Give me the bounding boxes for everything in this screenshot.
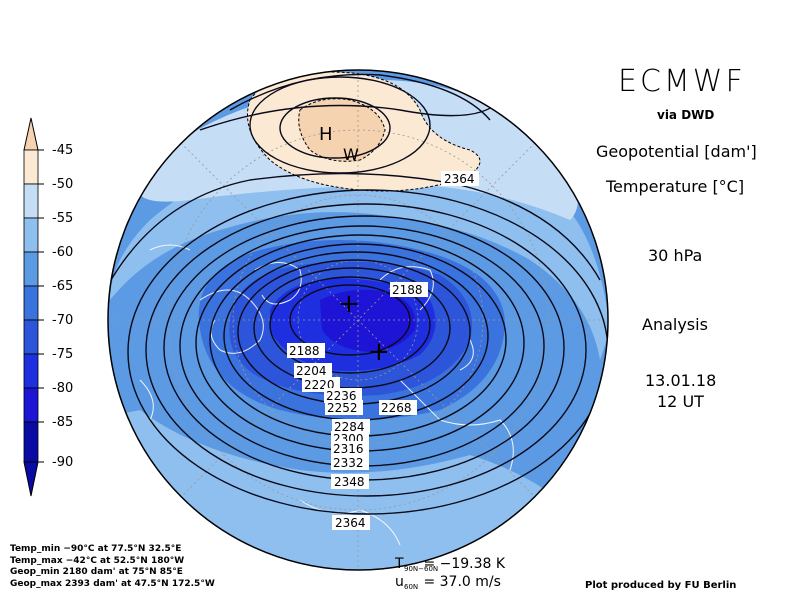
variable-geopotential: Geopotential [dam'] bbox=[596, 142, 757, 161]
colorbar-label: -45 bbox=[52, 143, 74, 158]
temp-max: Temp_max −42°C at 52.5°N 180°W bbox=[10, 555, 185, 566]
contour-label: 2204 bbox=[296, 364, 327, 378]
colorbar-arrow-top bbox=[23, 117, 39, 151]
contour-label: 2332 bbox=[333, 456, 364, 470]
low-center-symbol-1: + bbox=[338, 289, 360, 319]
geop-max: Geop_max 2393 dam' at 47.5°N 172.5°W bbox=[10, 578, 215, 589]
credit-line: Plot produced by FU Berlin bbox=[585, 580, 737, 591]
brand-title: ECMWF bbox=[618, 64, 746, 99]
temp-min: Temp_min −90°C at 77.5°N 32.5°E bbox=[10, 544, 182, 554]
contour-label: 2252 bbox=[327, 401, 358, 415]
contour-label: 2268 bbox=[381, 401, 412, 415]
u-symbol: u bbox=[395, 574, 404, 590]
temperature-colorbar bbox=[23, 117, 44, 497]
colorbar-label: -90 bbox=[52, 455, 74, 470]
t-subscript: 90N−60N bbox=[404, 565, 439, 573]
colorbar-label: -80 bbox=[52, 381, 74, 396]
temperature-band-minus60 bbox=[110, 150, 608, 360]
contour-label: 2364 bbox=[444, 172, 475, 186]
colorbar-label: -65 bbox=[52, 279, 74, 294]
t-value: = −19.38 K bbox=[423, 556, 506, 572]
vortex-core bbox=[320, 289, 416, 352]
valid-date: 13.01.18 bbox=[645, 371, 717, 390]
mean-temperature: T 90N−60N = −19.38 K bbox=[395, 556, 506, 573]
contour-label: 2188 bbox=[289, 344, 320, 358]
contour-label: 2236 bbox=[326, 389, 357, 403]
contour-label: 2348 bbox=[334, 475, 365, 489]
pressure-level: 30 hPa bbox=[648, 246, 703, 265]
high-pressure-symbol: H bbox=[319, 124, 333, 145]
contour-label: 2364 bbox=[335, 516, 366, 530]
valid-time: 12 UT bbox=[657, 392, 704, 411]
extremes-panel: Temp_min −90°C at 77.5°N 32.5°E Temp_max… bbox=[10, 544, 215, 590]
colorbar-label: -50 bbox=[52, 177, 74, 192]
warm-core-symbol: W bbox=[343, 145, 359, 164]
colorbar-label: -60 bbox=[52, 245, 74, 260]
u-value: = 37.0 m/s bbox=[423, 574, 501, 590]
contour-label: 2284 bbox=[334, 420, 365, 434]
colorbar-label: -75 bbox=[52, 347, 74, 362]
colorbar-label: -55 bbox=[52, 211, 74, 226]
coastlines bbox=[139, 244, 514, 546]
colorbar-arrow-bottom bbox=[23, 461, 39, 497]
variable-temperature: Temperature [°C] bbox=[606, 177, 745, 196]
run-type: Analysis bbox=[642, 315, 708, 334]
low-center-symbol-2: + bbox=[368, 337, 390, 367]
map-border bbox=[107, 69, 609, 571]
contour-labels: 2364 2188 2188 2204 2220 2236 2252 2268 … bbox=[287, 171, 479, 530]
colorbar-label: -85 bbox=[52, 415, 74, 430]
mean-wind: u 60N = 37.0 m/s bbox=[395, 574, 501, 591]
contour-label: 2316 bbox=[333, 442, 364, 456]
colorbar-label: -70 bbox=[52, 313, 74, 328]
source-line: via DWD bbox=[657, 108, 715, 122]
contour-label: 2188 bbox=[392, 283, 423, 297]
geop-min: Geop_min 2180 dam' at 75°N 85°E bbox=[10, 567, 183, 577]
u-subscript: 60N bbox=[404, 583, 419, 591]
t-symbol: T bbox=[395, 556, 404, 572]
